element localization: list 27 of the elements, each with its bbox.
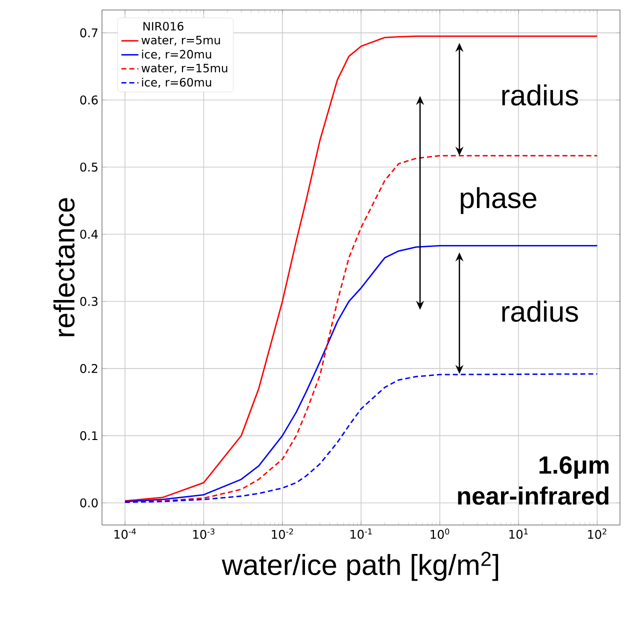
x-tick-label: 10$^{0}$: [430, 528, 450, 539]
y-tick-label: 0.5: [80, 162, 98, 172]
y-tick-label: 0.3: [80, 296, 98, 306]
legend-label: ice, r=60mu: [142, 78, 212, 88]
annotation: 1.6μm: [540, 456, 608, 479]
y-axis-title: reflectance: [53, 198, 75, 336]
legend-label: ice, r=20mu: [142, 50, 212, 60]
y-tick-label: 0.7: [80, 28, 98, 38]
annotation: phase: [460, 187, 536, 214]
x-tick-label: 10$^{-3}$: [193, 528, 214, 539]
x-tick-label: 10$^{2}$: [588, 528, 606, 539]
x-tick-label: 10$^{-1}$: [350, 528, 372, 539]
y-tick-label: 0.2: [80, 364, 98, 374]
annotation: radius: [502, 300, 578, 322]
x-axis-title: water/ice path [kg/m$^{2}$]: [222, 552, 498, 581]
annotation: radius: [502, 84, 578, 106]
x-tick-label: 10$^{-4}$: [114, 528, 136, 539]
x-tick-label: 10$^{1}$: [509, 528, 528, 539]
legend-title: NIR016: [143, 22, 184, 31]
x-tick-label: 10$^{-2}$: [272, 528, 293, 539]
y-tick-label: 0.0: [80, 498, 98, 508]
y-tick-label: 0.4: [80, 230, 98, 239]
legend-label: water, r=15mu: [142, 64, 228, 74]
y-tick-label: 0.6: [80, 95, 98, 104]
legend-label: water, r=5mu: [142, 36, 220, 46]
y-tick-label: 0.1: [80, 431, 98, 440]
annotation: near-infrared: [458, 486, 608, 505]
